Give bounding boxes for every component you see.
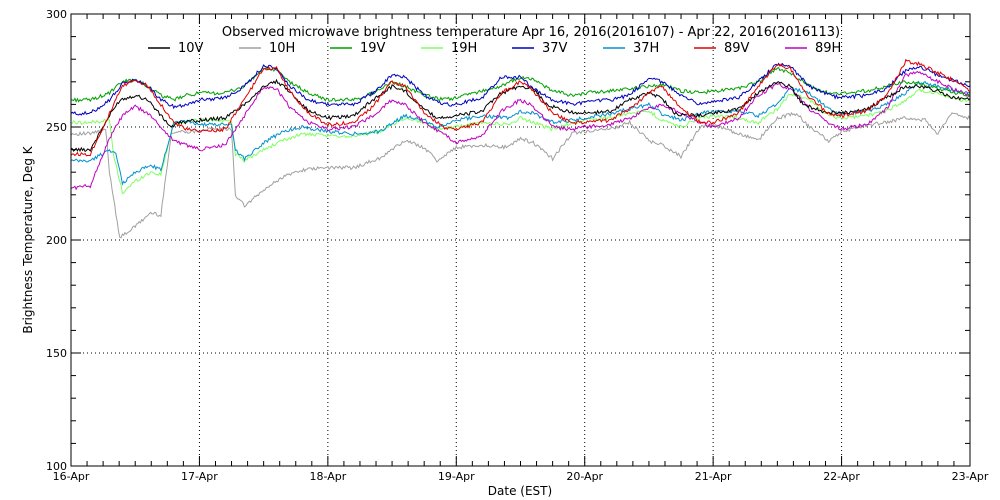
y-tick-label: 200	[46, 234, 67, 247]
legend-label-37v: 37V	[542, 41, 568, 56]
series-line-19v	[70, 66, 971, 103]
series-line-37v	[70, 62, 971, 116]
grid-lines	[71, 14, 970, 466]
x-tick-label: 19-Apr	[438, 470, 475, 483]
legend-label-10v: 10V	[178, 41, 204, 56]
legend-label-89h: 89H	[815, 41, 841, 56]
legend-label-10h: 10H	[269, 41, 295, 56]
series-line-10v	[70, 78, 971, 153]
x-tick-label: 22-Apr	[823, 470, 860, 483]
tick-labels: 100 150 200 250 300 16-Apr 17-Apr 18-Apr 19-Apr 2…	[46, 8, 989, 483]
y-tick-label: 100	[46, 460, 67, 473]
series-line-89h	[70, 70, 971, 191]
x-tick-label: 21-Apr	[695, 470, 732, 483]
legend: 10V 10H 19V 19H 37V 37H 89V 89H	[148, 41, 841, 56]
legend-label-19v: 19V	[360, 41, 386, 56]
chart-title: Observed microwave brightness temperatur…	[222, 25, 840, 40]
series-line-10h	[70, 111, 971, 239]
legend-label-89v: 89V	[724, 41, 750, 56]
legend-label-37h: 37H	[633, 41, 659, 56]
series-lines	[70, 58, 971, 239]
series-line-19h	[70, 88, 971, 195]
axis-ticks	[70, 13, 971, 467]
legend-label-19h: 19H	[451, 41, 477, 56]
x-axis-label: Date (EST)	[488, 484, 552, 498]
x-tick-label: 23-Apr	[952, 470, 989, 483]
series-line-37h	[70, 80, 971, 186]
y-axis-label: Brightness Temperature, Deg K	[21, 145, 35, 333]
x-tick-label: 17-Apr	[181, 470, 218, 483]
y-tick-label: 300	[46, 8, 67, 21]
y-tick-label: 250	[46, 121, 67, 134]
series-line-89v	[70, 58, 971, 157]
x-tick-label: 20-Apr	[566, 470, 603, 483]
x-tick-label: 18-Apr	[309, 470, 346, 483]
x-tick-label: 16-Apr	[53, 470, 90, 483]
y-tick-label: 150	[46, 347, 67, 360]
